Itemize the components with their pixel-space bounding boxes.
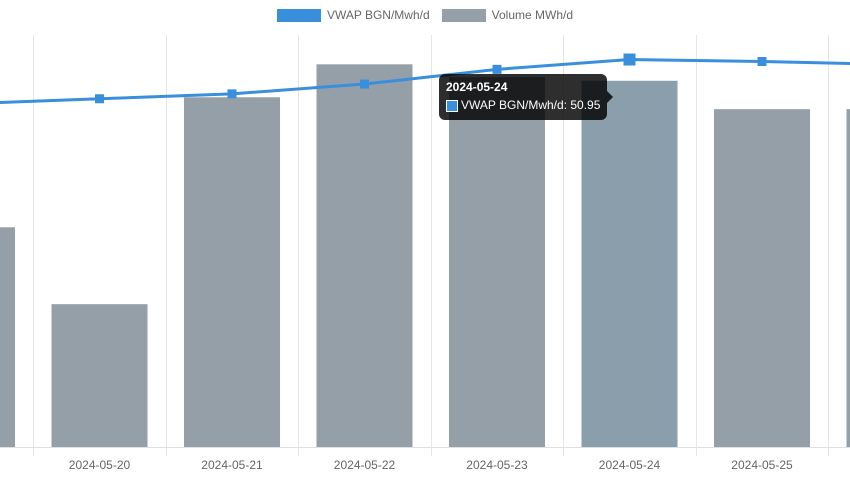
tooltip-label: VWAP BGN/Mwh/d: 50.95 <box>461 98 601 112</box>
volume-bars <box>0 64 850 448</box>
tooltip-caret <box>607 91 614 103</box>
volume-bar[interactable] <box>51 304 148 447</box>
chart-legend: VWAP BGN/Mwh/d Volume MWh/d <box>0 8 850 22</box>
legend-swatch-volume <box>441 8 486 22</box>
x-tick-label: 2024-05-25 <box>731 458 793 472</box>
tooltip-title: 2024-05-24 <box>446 80 508 94</box>
volume-bar[interactable] <box>846 109 850 447</box>
vwap-point[interactable] <box>360 79 369 89</box>
vwap-line-series <box>0 53 850 104</box>
x-tick-label: 2024-05-20 <box>69 458 131 472</box>
legend-label-vwap: VWAP BGN/Mwh/d <box>326 8 430 22</box>
tooltip-row: VWAP BGN/Mwh/d: 50.95 <box>446 98 600 113</box>
legend-label-volume: Volume MWh/d <box>491 8 574 22</box>
legend-item-vwap[interactable]: VWAP BGN/Mwh/d <box>276 8 430 22</box>
vwap-point[interactable] <box>227 89 237 99</box>
legend-item-volume[interactable]: Volume MWh/d <box>441 8 574 22</box>
volume-bar[interactable] <box>714 109 810 447</box>
tooltip-swatch <box>446 99 458 112</box>
x-tick-label: 2024-05-21 <box>201 458 263 472</box>
volume-bar[interactable] <box>581 80 678 448</box>
volume-bar[interactable] <box>449 77 545 448</box>
vwap-point[interactable] <box>623 53 636 66</box>
x-tick-label: 2024-05-23 <box>466 458 528 472</box>
x-tick-label: 2024-05-24 <box>599 458 661 472</box>
vwap-line <box>0 58 850 104</box>
vwap-point[interactable] <box>757 56 767 66</box>
vwap-point[interactable] <box>492 64 502 74</box>
volume-bar[interactable] <box>316 64 413 447</box>
chart-tooltip: 2024-05-24 VWAP BGN/Mwh/d: 50.95 <box>439 74 614 120</box>
volume-bar[interactable] <box>184 97 280 447</box>
grid-lines <box>0 35 850 456</box>
vwap-point[interactable] <box>95 94 104 104</box>
x-axis-labels: 2024-05-192024-05-202024-05-212024-05-22… <box>69 458 793 472</box>
x-tick-label: 2024-05-22 <box>334 458 396 472</box>
legend-swatch-vwap <box>276 8 321 22</box>
volume-bar[interactable] <box>0 227 15 447</box>
